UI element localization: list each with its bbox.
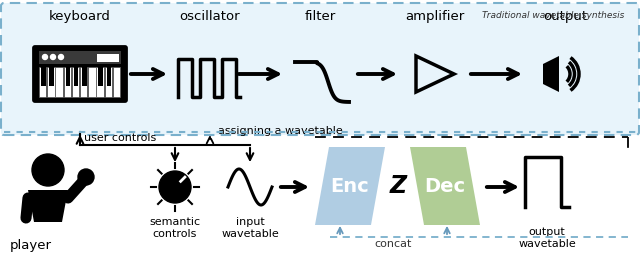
- Text: Z: Z: [389, 174, 406, 198]
- Bar: [97, 67, 104, 97]
- Text: Dec: Dec: [424, 176, 465, 196]
- Text: user controls: user controls: [84, 133, 156, 143]
- Text: output: output: [543, 10, 587, 23]
- Bar: [66, 67, 70, 86]
- FancyBboxPatch shape: [33, 46, 127, 101]
- Text: keyboard: keyboard: [49, 10, 111, 23]
- Text: Enc: Enc: [331, 176, 369, 196]
- Bar: [80, 67, 88, 97]
- Circle shape: [159, 171, 191, 203]
- Text: amplifier: amplifier: [405, 10, 465, 23]
- Circle shape: [51, 55, 56, 60]
- Text: filter: filter: [305, 10, 335, 23]
- Bar: [72, 67, 79, 97]
- Bar: [47, 67, 54, 97]
- Text: input
wavetable: input wavetable: [221, 217, 279, 238]
- Bar: [82, 67, 86, 86]
- FancyBboxPatch shape: [1, 3, 639, 135]
- Text: concat: concat: [375, 239, 412, 249]
- Circle shape: [78, 169, 94, 185]
- Bar: [39, 51, 121, 64]
- Bar: [107, 67, 111, 86]
- Bar: [74, 67, 78, 86]
- Bar: [56, 67, 63, 97]
- Text: oscillator: oscillator: [180, 10, 240, 23]
- Polygon shape: [315, 147, 385, 225]
- Bar: [41, 67, 45, 86]
- Bar: [113, 67, 120, 97]
- Bar: [104, 67, 112, 97]
- Bar: [97, 54, 119, 62]
- Bar: [39, 67, 46, 97]
- Text: output
wavetable: output wavetable: [518, 227, 576, 249]
- Text: semantic
controls: semantic controls: [149, 217, 200, 238]
- Circle shape: [32, 154, 64, 186]
- Text: player: player: [10, 239, 52, 252]
- Bar: [88, 67, 95, 97]
- Polygon shape: [28, 190, 68, 222]
- Polygon shape: [410, 147, 480, 225]
- Text: assigning a wavetable: assigning a wavetable: [218, 126, 343, 136]
- Bar: [99, 67, 103, 86]
- Bar: [49, 67, 54, 86]
- Text: Traditional wavetable synthesis: Traditional wavetable synthesis: [482, 11, 624, 20]
- Circle shape: [58, 55, 63, 60]
- Polygon shape: [543, 56, 559, 92]
- Circle shape: [42, 55, 47, 60]
- Bar: [63, 67, 71, 97]
